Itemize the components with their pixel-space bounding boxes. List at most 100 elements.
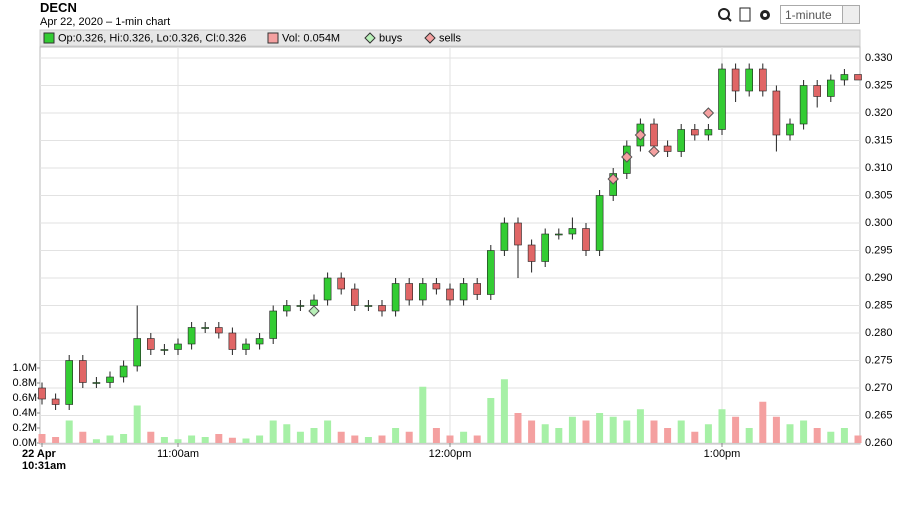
candle-body [745,68,754,92]
candle-body [418,283,427,301]
legend-bar [39,29,861,47]
candle-body [731,68,740,92]
candle-body [215,327,223,334]
v-tick-label: 0.4M [13,407,37,419]
buy-marker [308,305,320,317]
candle-body [187,327,196,345]
volume-bar [827,431,835,443]
candle-body [296,305,305,307]
volume-bar [636,409,644,443]
candle-body [282,305,291,312]
v-tick-label: 0.8M [13,377,37,389]
y-tick-label: 0.260 [865,437,893,449]
volume-bar [52,437,60,443]
chart-title: DECN [40,0,77,15]
candle-body [459,283,468,301]
toolbar-icons[interactable] [715,5,775,25]
volume-bar [568,416,576,443]
interval-select[interactable]: 1-minute [780,5,860,24]
y-tick-label: 0.320 [865,107,893,119]
candle-body [854,74,862,81]
candle-body [582,228,590,251]
sell-marker [702,107,715,119]
legend-swatch [267,32,279,44]
legend-label: sells [439,32,462,44]
candle-body [310,299,318,306]
volume-bar [718,409,726,443]
candle-body [840,74,849,81]
y-tick-label: 0.300 [865,217,893,229]
candle-body [350,288,359,306]
candle-body [446,288,454,301]
x-tick-label: 1:00pm [703,448,741,460]
candle-body [595,195,604,251]
candle-body [554,233,563,236]
interval-value[interactable]: 1-minute [785,8,832,22]
volume-bar [446,435,454,443]
volume-bar [296,431,304,443]
y-tick-label: 0.270 [865,382,893,394]
volume-bar [228,437,236,443]
candle-body [541,233,550,262]
volume-bar [351,435,359,443]
candle-body [486,250,495,295]
volume-bar [106,435,114,443]
candle-body [364,305,373,307]
y-tick-label: 0.295 [865,244,893,256]
candle-body [174,343,182,350]
zoom-icon[interactable] [718,8,730,20]
volume-bar [283,424,291,443]
candle-body [650,123,658,147]
candle-body [799,85,808,125]
candle-body [201,327,209,329]
v-tick-label: 0.6M [13,392,37,404]
x-tick-label: 12:00pm [428,448,472,460]
volume-bar [460,431,468,443]
candle-body [255,338,264,345]
candle-body [500,222,509,251]
volume-bar [691,431,699,443]
y-tick-label: 0.290 [865,272,893,284]
volume-bar [732,416,740,443]
volume-bar [133,405,141,443]
volume-bar [38,434,46,443]
candle-body [432,283,441,290]
volume-bar [759,401,767,443]
x-tick-label: 22 Apr 10:31am [22,448,67,472]
candle-body [677,129,686,152]
candle-body [38,387,46,400]
volume-bar [800,420,808,443]
y-tick-label: 0.330 [865,52,893,64]
v-tick-label: 0.0M [13,437,37,449]
candle-body [514,222,522,246]
v-tick-label: 1.0M [13,362,37,374]
candle-body [527,244,536,262]
candle-body [758,68,767,92]
candle-body [378,305,386,312]
legend-swatch [424,32,436,44]
candle-body [106,376,114,383]
legend-swatch [364,32,376,44]
y-tick-label: 0.285 [865,299,893,311]
sell-marker [621,151,633,163]
candle-body [568,228,577,235]
volume-bar [704,424,712,443]
y-tick-label: 0.310 [865,162,893,174]
page-icon[interactable] [739,7,751,22]
volume-bar [337,431,345,443]
volume-bar [650,420,658,443]
legend-label: buys [379,32,403,44]
volume-bar [487,398,495,443]
volume-bar [256,435,264,443]
volume-bar [378,435,386,443]
volume-bar [609,416,617,443]
volume-bar [79,431,87,443]
volume-bar [92,439,100,443]
candle-body [826,79,835,97]
volume-bar [392,428,400,443]
volume-bar [854,435,862,443]
volume-bar [242,438,250,443]
candle-body [391,283,400,312]
volume-bar [269,420,277,443]
